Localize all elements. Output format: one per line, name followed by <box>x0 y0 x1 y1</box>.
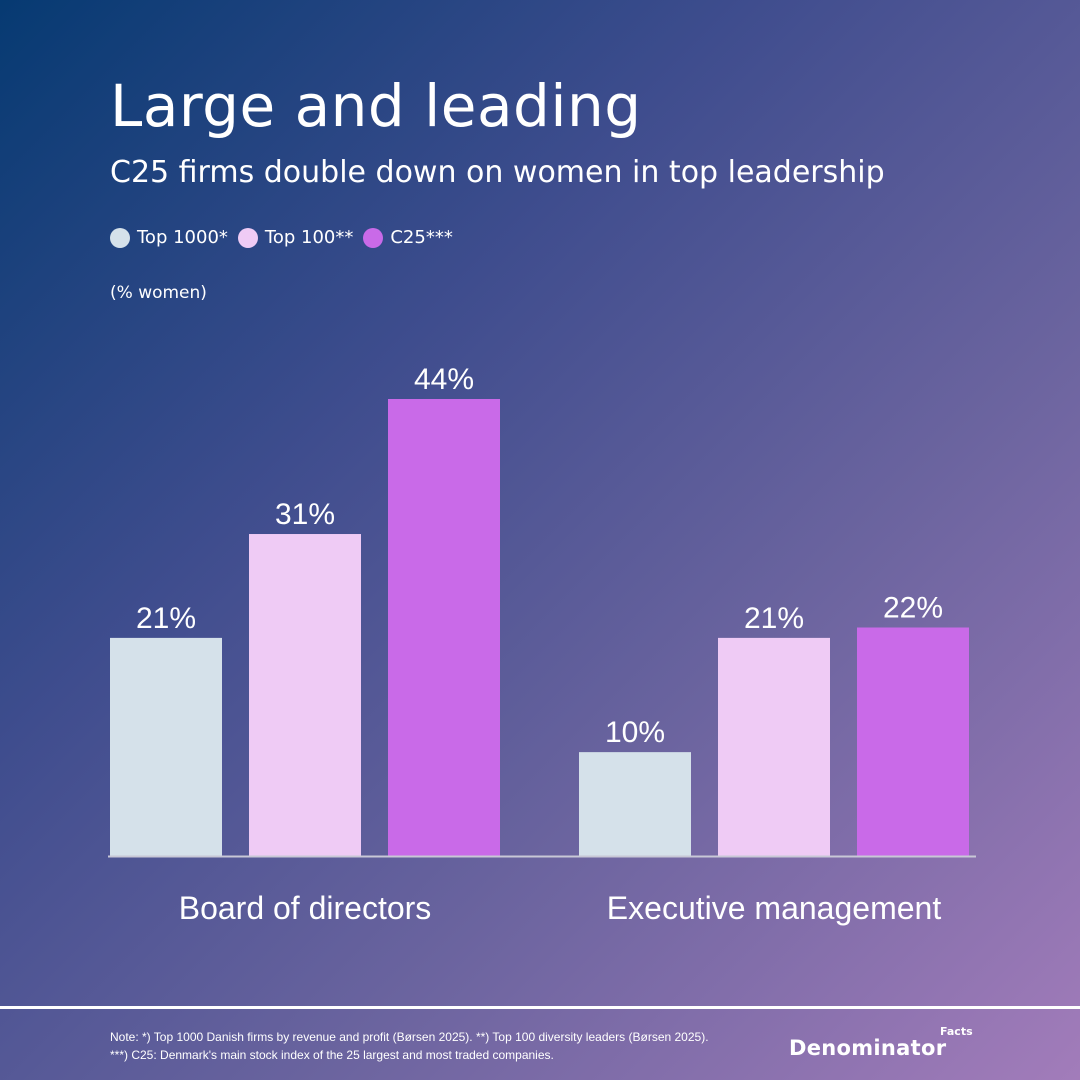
bar-top100-executive <box>718 637 830 856</box>
unit-label: (% women) <box>110 283 207 303</box>
bar-top100-board <box>249 534 361 856</box>
legend-label-top1000: Top 1000* <box>137 227 228 248</box>
bar-chart: 21% 31% 44% 10% 21% 22% Board of directors Exec… <box>108 363 976 926</box>
page-subtitle: C25 firms double down on women in top le… <box>110 155 885 190</box>
data-label-c25-executive: 22% <box>883 592 943 625</box>
bar-top1000-executive <box>579 752 691 856</box>
footer-divider <box>0 1006 1080 1009</box>
footnote-line-1: Note: *) Top 1000 Danish firms by revenu… <box>110 1030 709 1044</box>
legend-swatch-c25 <box>363 227 384 248</box>
legend-swatch-top1000 <box>110 227 130 248</box>
category-label-board: Board of directors <box>179 890 432 926</box>
data-label-top1000-executive: 10% <box>605 716 665 749</box>
legend-item-top100: Top 100** <box>237 227 354 248</box>
bar-c25-board <box>388 399 500 856</box>
data-label-top100-executive: 21% <box>744 602 804 635</box>
legend-label-top100: Top 100** <box>264 227 354 248</box>
bar-top1000-board <box>110 637 222 856</box>
brand-logo: Denominator <box>789 1036 947 1060</box>
legend-swatch-top100 <box>237 227 258 248</box>
brand-logo-sup: Facts <box>940 1025 973 1038</box>
legend-item-top1000: Top 1000* <box>110 227 228 248</box>
data-label-top100-board: 31% <box>275 498 335 531</box>
chart-legend: Top 1000* Top 100** C25*** <box>110 227 463 248</box>
data-label-c25-board: 44% <box>414 363 474 396</box>
category-label-executive: Executive management <box>607 890 942 926</box>
footnote-line-2: ***) C25: Denmark's main stock index of … <box>110 1048 554 1062</box>
legend-label-c25: C25*** <box>390 227 453 248</box>
data-label-top1000-board: 21% <box>136 602 196 635</box>
page-title: Large and leading <box>110 72 642 140</box>
bar-c25-executive <box>857 627 969 856</box>
legend-item-c25: C25*** <box>363 227 453 248</box>
footnote: Note: *) Top 1000 Danish firms by revenu… <box>110 1028 790 1064</box>
